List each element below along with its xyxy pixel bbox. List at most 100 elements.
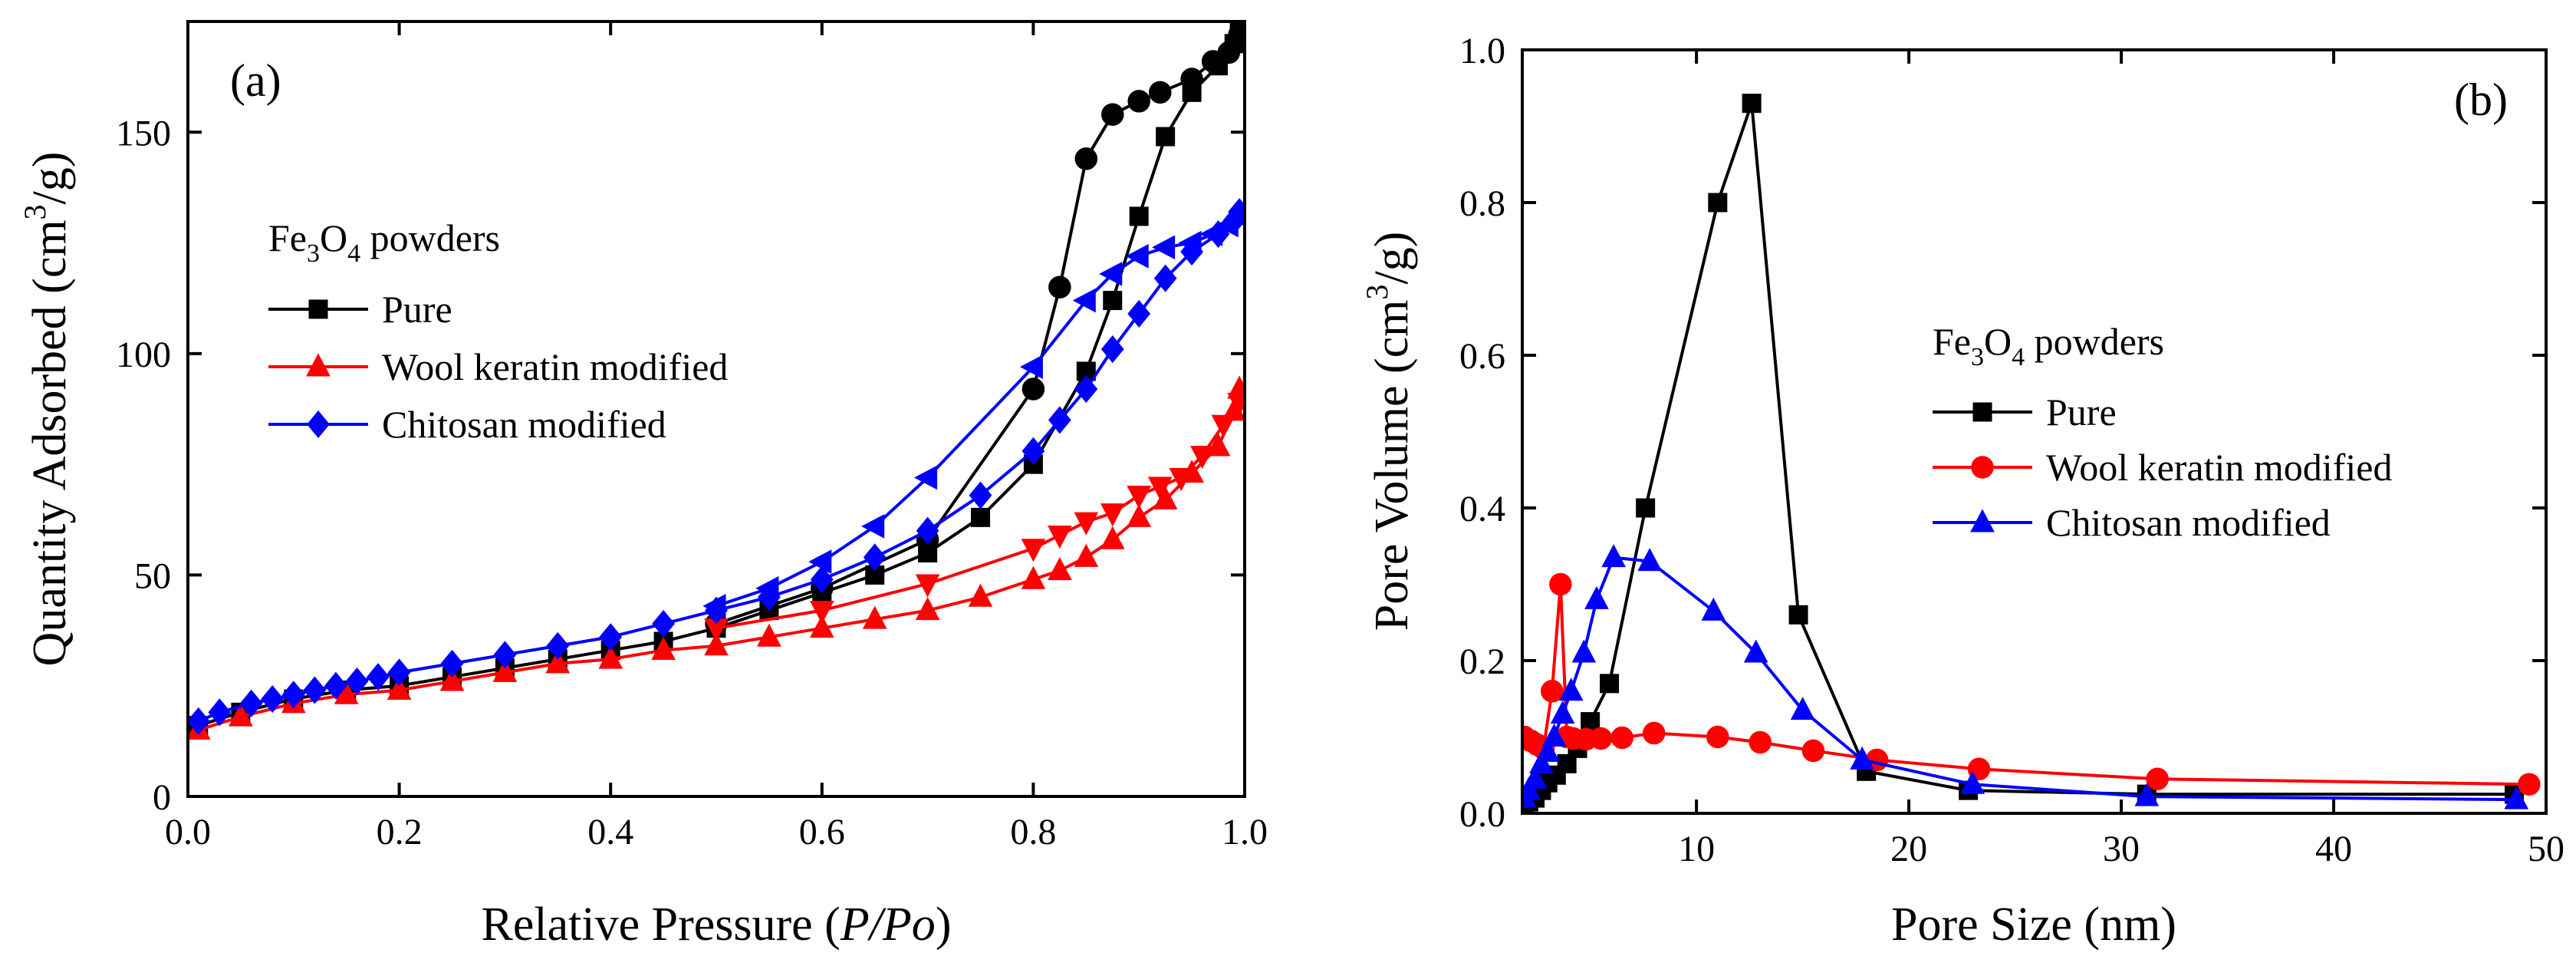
panel-a-series-wool-keratin-modified — [188, 375, 1245, 740]
panel-b-point-chitosan-modified-16 — [1960, 770, 1985, 794]
panel-a-point-pure-15 — [971, 507, 990, 527]
panel-a-point-wool-keratin-modified-11 — [757, 623, 781, 647]
panel-a-point-chitosan-modified-9 — [387, 658, 411, 687]
panel-a-point-chitosan-modified-0 — [188, 707, 210, 735]
panel-a-point-wool-keratin-modified-desorption-0 — [1227, 392, 1245, 416]
panel-b-point-wool-keratin-modified-9 — [1589, 727, 1613, 750]
panel-b-ticks: 10 20 30 40 50 0.0 0.2 0.4 0.6 0.8 1.0 — [1459, 31, 2564, 869]
panel-a-point-chitosan-modified-13 — [599, 623, 623, 651]
panel-a-point-chitosan-modified-4 — [281, 681, 305, 709]
panel-a-point-chitosan-modified-desorption-7 — [1072, 288, 1096, 313]
panel-a-point-chitosan-modified-18 — [863, 543, 887, 572]
panel-a-point-pure-20 — [1156, 127, 1176, 147]
panel-b-point-wool-keratin-modified-18 — [2518, 773, 2541, 796]
panel-a-point-pure-desorption-6 — [1101, 103, 1124, 126]
panel-b-series-layer — [1522, 94, 2541, 813]
panel-a-point-chitosan-modified-6 — [324, 671, 347, 700]
panel-a-x-tick-label-4: 0.8 — [1010, 812, 1056, 852]
panel-a-series-pure-desorption — [705, 23, 1245, 635]
panel-b-point-wool-keratin-modified-11 — [1642, 721, 1666, 745]
panel-a-point-chitosan-modified-10 — [440, 649, 464, 678]
panel-a-x-tick-label-1: 0.2 — [377, 812, 423, 852]
panel-b-y-tick-label-1: 0.2 — [1459, 641, 1505, 682]
panel-a-point-wool-keratin-modified-desorption-9 — [1021, 539, 1046, 562]
panel-a-point-wool-keratin-modified-desorption-2 — [1190, 446, 1215, 470]
panel-a-point-chitosan-modified-desorption-12 — [755, 575, 779, 601]
panel-a-legend-title: Fe3O4 powders — [268, 216, 500, 268]
panel-a-point-wool-keratin-modified-desorption-11 — [809, 601, 834, 625]
panel-a-y-tick-label-1: 50 — [134, 556, 171, 596]
panel-a-point-chitosan-modified-25 — [1127, 299, 1151, 328]
panel-a-point-wool-keratin-modified-8 — [598, 645, 623, 669]
panel-b-legend-items: Pure Wool keratin modified Chitosan modifi… — [1933, 391, 2392, 544]
panel-a-legend: Fe3O4 powders Pure Wool keratin modified C… — [268, 216, 728, 446]
panel-b-x-tick-label-2: 30 — [2103, 829, 2140, 869]
panel-a-y-axis-title: Quantity Adsorbed (cm3/g) — [18, 152, 76, 667]
panel-a-line-pure-desorption — [716, 34, 1241, 625]
panel-b-point-wool-keratin-modified-5 — [1549, 572, 1572, 596]
panel-a-x-tick-label-5: 1.0 — [1222, 812, 1268, 852]
panel-b-legend-label-chitosan-modified: Chitosan modified — [2046, 501, 2331, 544]
panel-a-plot-frame — [186, 20, 1246, 798]
panel-a-point-pure-desorption-4 — [1149, 81, 1172, 104]
panel-a-point-wool-keratin-modified-18 — [1074, 543, 1099, 567]
panel-a-y-tick-label-3: 150 — [116, 113, 171, 153]
panel-a-point-wool-keratin-modified-5 — [439, 668, 465, 691]
panel-b-legend-marker-wool-keratin-modified — [1971, 456, 1994, 479]
panel-b-point-wool-keratin-modified-13 — [1749, 730, 1772, 754]
panel-b-line-wool-keratin-modified — [1523, 582, 2529, 786]
panel-b-point-pure-8 — [1581, 712, 1601, 732]
panel-a-point-wool-keratin-modified-desorption-5 — [1127, 486, 1152, 509]
panel-a-legend-label-wool-keratin-modified: Wool keratin modified — [382, 345, 728, 388]
panel-a-point-wool-keratin-modified-desorption-8 — [1048, 525, 1072, 549]
panel-b-point-wool-keratin-modified-4 — [1541, 680, 1564, 703]
panel-b-point-chitosan-modified-3 — [1529, 750, 1554, 773]
panel-b-legend-marker-pure — [1972, 402, 1992, 422]
panel-a-point-chitosan-modified-3 — [261, 684, 285, 714]
panel-a-point-wool-keratin-modified-7 — [545, 650, 571, 674]
panel-a-legend-items: Pure Wool keratin modified Chitosan modifi… — [268, 288, 728, 446]
panel-b-point-pure-9 — [1600, 674, 1620, 694]
panel-b-y-tick-label-4: 0.8 — [1459, 183, 1505, 224]
panel-b-legend-label-wool-keratin-modified: Wool keratin modified — [2046, 446, 2392, 489]
panel-a-point-chitosan-modified-1 — [208, 698, 232, 727]
panel-b-label: (b) — [2454, 74, 2508, 125]
panel-a-point-pure-desorption-9 — [1022, 377, 1045, 401]
panel-a-x-tick-label-2: 0.4 — [587, 812, 633, 852]
panel-a-point-chitosan-modified-desorption-13 — [702, 594, 726, 618]
panel-b-point-pure-10 — [1636, 498, 1656, 518]
panel-a-point-wool-keratin-modified-17 — [1048, 557, 1072, 581]
panel-a-point-chitosan-modified-desorption-10 — [861, 514, 885, 539]
panel-b-point-chitosan-modified-17 — [2134, 783, 2160, 806]
panel-b-point-chitosan-modified-10 — [1601, 544, 1626, 568]
panel-b-point-chitosan-modified-13 — [1743, 639, 1768, 663]
panel-b-legend-label-pure: Pure — [2046, 391, 2117, 434]
panel-a-point-chitosan-modified-19 — [916, 516, 939, 545]
panel-a-y-tick-label-0: 0 — [153, 777, 171, 818]
panel-b-x-tick-label-3: 40 — [2315, 829, 2352, 869]
panel-a-point-wool-keratin-modified-desorption-4 — [1147, 476, 1173, 500]
panel-b-point-chitosan-modified-7 — [1558, 678, 1584, 701]
panel-a-series-chitosan-modified-desorption — [702, 206, 1245, 618]
panel-a-legend-label-pure: Pure — [382, 288, 452, 331]
panel-b-point-wool-keratin-modified-14 — [1801, 739, 1825, 763]
panel-a-point-pure-desorption-3 — [1180, 68, 1203, 91]
panel-b-legend-title: Fe3O4 powders — [1933, 320, 2164, 371]
panel-a-point-wool-keratin-modified-16 — [1021, 565, 1046, 589]
panel-b-point-chitosan-modified-6 — [1550, 701, 1575, 724]
panel-b-y-tick-label-2: 0.4 — [1459, 489, 1505, 529]
panel-a-point-wool-keratin-modified-23 — [1206, 433, 1231, 457]
panel-b: 10 20 30 40 50 0.0 0.2 0.4 0.6 0.8 1.0 (b) Pore Si… — [1360, 31, 2564, 951]
panel-a-point-chitosan-modified-desorption-8 — [1019, 354, 1043, 379]
panel-a-point-chitosan-modified-desorption-11 — [808, 549, 832, 574]
panel-b-point-wool-keratin-modified-17 — [2146, 767, 2169, 790]
panel-b-x-tick-label-0: 10 — [1678, 829, 1715, 869]
panel-a-point-chitosan-modified-20 — [969, 481, 992, 509]
panel-a-point-wool-keratin-modified-desorption-7 — [1074, 512, 1099, 536]
panel-a-point-pure-desorption-8 — [1048, 275, 1071, 299]
panel-b-point-wool-keratin-modified-10 — [1610, 726, 1633, 750]
panel-a-point-chitosan-modified-22 — [1048, 406, 1071, 434]
panel-a-point-wool-keratin-modified-6 — [492, 658, 518, 682]
panel-b-line-chitosan-modified — [1523, 556, 2517, 802]
panel-b-legend: Fe3O4 powders Pure Wool keratin modified C… — [1933, 320, 2392, 544]
